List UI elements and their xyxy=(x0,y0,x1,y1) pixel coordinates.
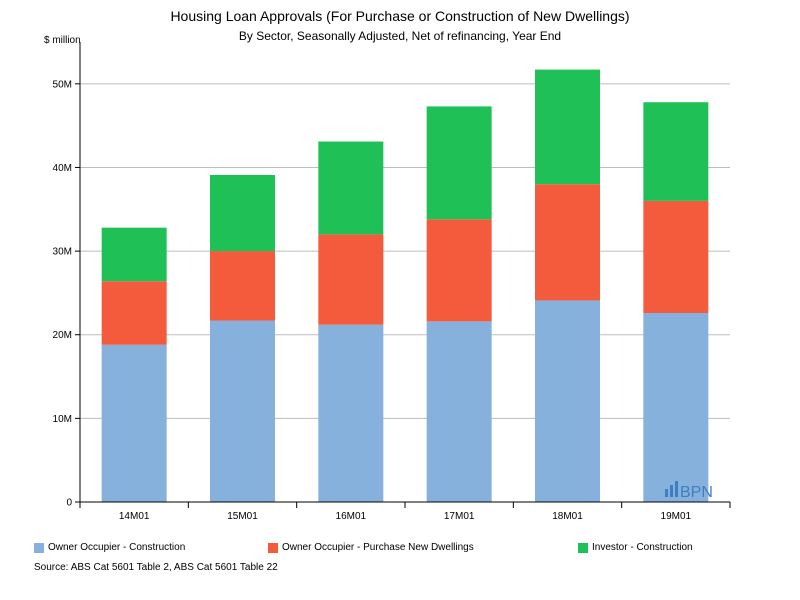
bar-segment[interactable] xyxy=(318,141,384,235)
legend-swatch xyxy=(578,542,588,553)
legend-label: Investor - Construction xyxy=(592,542,693,553)
legend-label: Owner Occupier - Construction xyxy=(48,542,186,553)
bar-segment[interactable] xyxy=(643,312,709,502)
bar-segment[interactable] xyxy=(535,69,600,185)
source-note: Source: ABS Cat 5601 Table 2, ABS Cat 56… xyxy=(34,562,278,573)
bar-segment[interactable] xyxy=(210,251,275,321)
watermark-text: BPN xyxy=(680,484,713,501)
x-tick-label: 17M01 xyxy=(444,511,475,522)
legend-item[interactable]: Owner Occupier - Construction xyxy=(34,542,185,553)
chart-subtitle: By Sector, Seasonally Adjusted, Net of r… xyxy=(238,29,562,43)
x-tick-label: 15M01 xyxy=(227,511,258,522)
bar-segment[interactable] xyxy=(101,281,167,345)
bar-segment[interactable] xyxy=(426,219,492,322)
y-tick-label: 0 xyxy=(66,498,72,509)
bar-segment[interactable] xyxy=(643,102,709,201)
y-tick-label: 30M xyxy=(53,247,72,258)
chart-area: $ million 0 10M 20M 30M 40M 50M 14M01 15M01 16M0… xyxy=(44,35,731,522)
x-tick-label: 14M01 xyxy=(119,511,150,522)
legend: Owner Occupier - Construction Owner Occu… xyxy=(0,542,800,556)
bpn-logo: BPN xyxy=(665,481,713,501)
x-tick-label: 18M01 xyxy=(552,511,583,522)
bar-segment[interactable] xyxy=(101,344,167,502)
bar-segment[interactable] xyxy=(318,324,384,502)
legend-item[interactable]: Investor - Construction xyxy=(578,542,693,553)
chart-title: Housing Loan Approvals (For Purchase or … xyxy=(170,8,630,24)
y-tick-label: 20M xyxy=(53,330,72,341)
bar-segment[interactable] xyxy=(535,184,600,301)
bar-segment[interactable] xyxy=(318,234,384,325)
legend-item[interactable]: Owner Occupier - Purchase New Dwellings xyxy=(268,542,474,553)
y-tick-label: 10M xyxy=(53,414,72,425)
x-tick-label: 16M01 xyxy=(336,511,367,522)
bar-segment[interactable] xyxy=(101,227,167,282)
bar-segment[interactable] xyxy=(426,321,492,502)
legend-swatch xyxy=(268,542,278,553)
y-tick-label: 40M xyxy=(53,163,72,174)
bar-segment[interactable] xyxy=(535,300,600,502)
bar-segment[interactable] xyxy=(210,174,275,252)
bar-segment[interactable] xyxy=(643,200,709,313)
legend-swatch xyxy=(34,542,44,553)
legend-label: Owner Occupier - Purchase New Dwellings xyxy=(282,542,474,553)
y-axis-label: $ million xyxy=(44,35,81,46)
x-tick-label: 19M01 xyxy=(661,511,692,522)
y-tick-label: 50M xyxy=(53,79,72,90)
bar-segment[interactable] xyxy=(210,320,275,502)
bar-segment[interactable] xyxy=(426,106,492,220)
